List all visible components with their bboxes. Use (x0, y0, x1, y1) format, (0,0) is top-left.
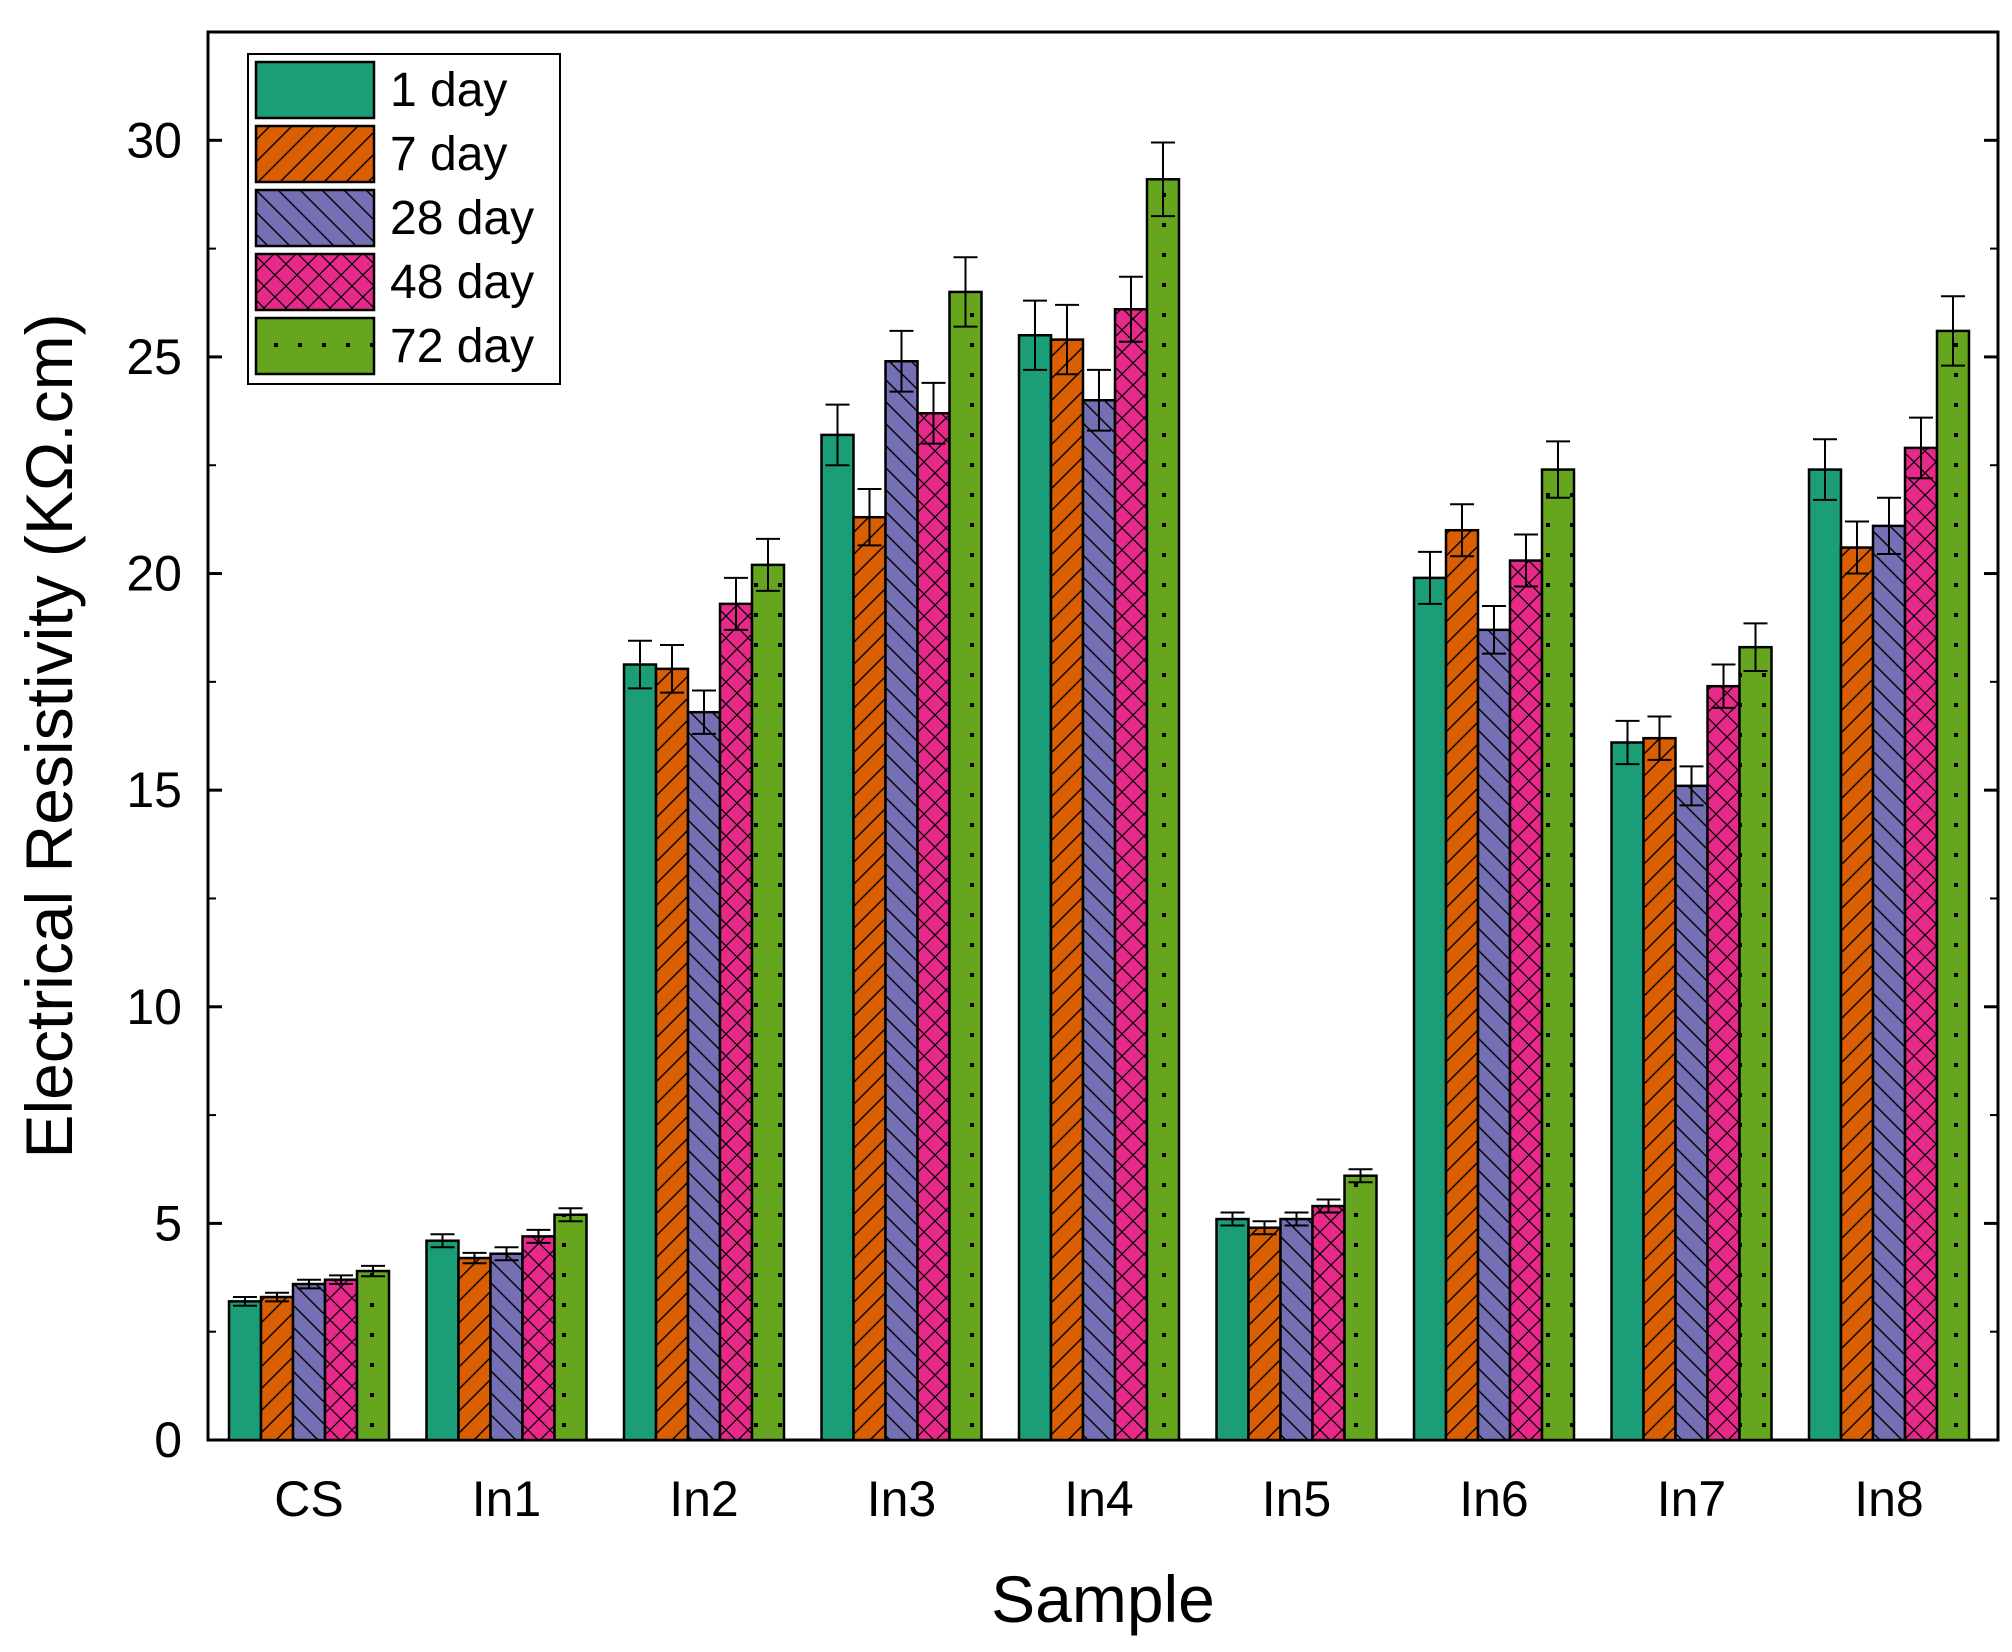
bar (1019, 335, 1051, 1441)
bar-pattern (1248, 1227, 1281, 1440)
legend-label: 7 day (390, 128, 507, 181)
bar (624, 664, 656, 1440)
x-tick-label: In8 (1854, 1471, 1924, 1527)
bar-pattern (720, 603, 752, 1440)
x-tick-label: In2 (669, 1471, 739, 1527)
bar (821, 434, 854, 1440)
legend-swatch-pattern (256, 126, 374, 182)
x-tick-label: In4 (1064, 1471, 1134, 1527)
y-tick-label: 25 (126, 329, 182, 385)
bar-pattern (490, 1253, 523, 1440)
bar-pattern (1115, 309, 1147, 1440)
bar-pattern (1707, 686, 1740, 1440)
legend-swatch-pattern (256, 190, 374, 246)
x-axis: CS In1 In2 In3 In4 In5 In6 In7 In8 (274, 1426, 1924, 1527)
x-tick-label: In7 (1657, 1471, 1727, 1527)
bar-pattern (1280, 1219, 1313, 1440)
y-axis: 0 5 10 15 20 25 30 (126, 112, 1998, 1468)
bar-pattern (1873, 525, 1905, 1440)
legend-swatch-outline (254, 316, 376, 376)
bar-pattern (1083, 400, 1115, 1441)
y-tick-label: 15 (126, 762, 182, 818)
bar-pattern (885, 361, 918, 1440)
bar-pattern (688, 712, 720, 1440)
bar-pattern (752, 564, 784, 1440)
y-axis-label: Electrical Resistivity (KΩ.cm) (12, 313, 86, 1158)
bars-group (227, 178, 1971, 1442)
legend-swatch-pattern (256, 318, 374, 374)
x-tick-label: In5 (1262, 1471, 1332, 1527)
y-tick-label: 5 (154, 1195, 182, 1251)
legend-swatch-outline (254, 60, 376, 120)
bar-pattern (1675, 785, 1708, 1440)
bar-pattern (1841, 547, 1873, 1440)
y-tick-label: 0 (154, 1412, 182, 1468)
bar-pattern (554, 1214, 587, 1440)
x-tick-label: In3 (867, 1471, 937, 1527)
y-tick-label: 20 (126, 546, 182, 602)
bar (229, 1301, 261, 1440)
bar-pattern (293, 1284, 325, 1440)
bar-pattern (1510, 560, 1542, 1440)
bar-pattern (1643, 738, 1676, 1440)
legend-swatch-outline (254, 252, 376, 312)
error-bars-group (233, 141, 1965, 1307)
y-tick-label: 10 (126, 979, 182, 1035)
x-tick-label: CS (274, 1471, 343, 1527)
bar-pattern (656, 668, 688, 1440)
x-tick-label: In6 (1459, 1471, 1529, 1527)
bar-pattern (325, 1279, 357, 1440)
bar (1414, 577, 1446, 1440)
bar-pattern (458, 1258, 491, 1440)
bar-pattern (1051, 339, 1083, 1440)
bar (426, 1240, 459, 1440)
bar-pattern (1739, 647, 1772, 1440)
bar-pattern (1478, 629, 1510, 1440)
legend-swatch-pattern (256, 254, 374, 310)
bar-pattern (1147, 179, 1179, 1440)
bar-pattern (917, 413, 950, 1441)
legend-swatch-outline (254, 188, 376, 248)
bar-pattern (1937, 330, 1969, 1441)
x-axis-label: Sample (991, 1562, 1215, 1636)
bar (1611, 742, 1644, 1440)
legend: 1 day 7 day 28 day 48 day 72 day (247, 53, 561, 385)
bar-pattern (357, 1271, 389, 1440)
x-tick-label: In1 (472, 1471, 542, 1527)
bar-pattern (1905, 447, 1937, 1440)
legend-label: 28 day (390, 192, 534, 245)
bar-pattern (1312, 1206, 1345, 1440)
y-tick-label: 30 (126, 112, 182, 168)
legend-swatch-outline (254, 124, 376, 184)
bar (1809, 469, 1841, 1440)
bar-pattern (1344, 1175, 1377, 1440)
legend-label: 1 day (390, 64, 507, 117)
bar-pattern (522, 1236, 555, 1440)
legend-label: 48 day (390, 256, 534, 309)
bar-pattern (853, 517, 886, 1440)
legend-label: 72 day (390, 320, 534, 373)
bar (1216, 1219, 1249, 1440)
legend-swatch (256, 62, 374, 118)
bar-pattern (949, 291, 982, 1440)
bar-pattern (1446, 530, 1478, 1440)
bar-pattern (261, 1297, 293, 1440)
bar-pattern (1542, 469, 1574, 1440)
